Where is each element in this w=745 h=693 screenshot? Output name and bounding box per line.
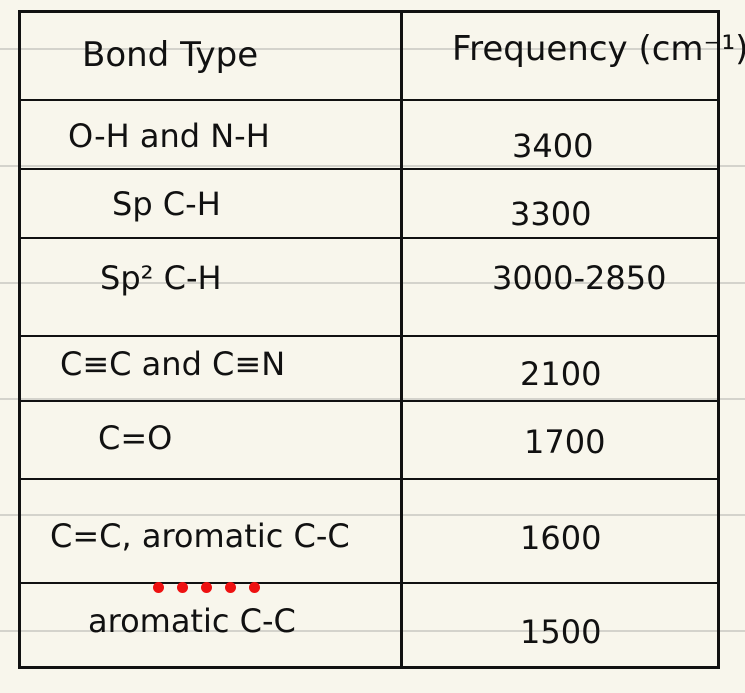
bond-type-cell: Sp² C-H (100, 259, 222, 297)
frequency-cell: 1700 (524, 423, 606, 461)
bond-type-cell: C=C, aromatic C-C (50, 517, 350, 555)
ir-frequency-table (18, 10, 720, 669)
row-divider (18, 582, 720, 584)
frequency-cell: 3400 (512, 127, 594, 165)
red-dot (201, 582, 212, 593)
red-dot (177, 582, 188, 593)
column-divider (400, 10, 403, 669)
row-divider (18, 335, 720, 337)
bond-type-cell: C≡C and C≡N (60, 345, 286, 383)
notebook-rule (0, 398, 745, 400)
row-divider (18, 237, 720, 239)
red-dot (225, 582, 236, 593)
bond-type-cell: aromatic C-C (88, 602, 296, 640)
red-dot-annotation (153, 582, 263, 596)
row-divider (18, 168, 720, 170)
frequency-cell: 3300 (510, 195, 592, 233)
red-dot (153, 582, 164, 593)
bond-type-cell: C=O (98, 419, 173, 457)
notebook-rule (0, 630, 745, 632)
notebook-rule (0, 514, 745, 516)
header-frequency: Frequency (cm⁻¹) (452, 29, 745, 69)
frequency-cell: 2100 (520, 355, 602, 393)
row-divider (18, 99, 720, 101)
header-bond-type: Bond Type (82, 35, 259, 75)
notebook-rule (0, 165, 745, 167)
notebook-rule (0, 282, 745, 284)
bond-type-cell: Sp C-H (112, 185, 221, 223)
red-dot (249, 582, 260, 593)
frequency-cell: 1500 (520, 613, 602, 651)
notebook-rule (0, 48, 745, 50)
row-divider (18, 400, 720, 402)
frequency-cell: 1600 (520, 519, 602, 557)
row-divider (18, 478, 720, 480)
bond-type-cell: O-H and N-H (68, 117, 270, 155)
frequency-cell: 3000-2850 (492, 259, 667, 297)
